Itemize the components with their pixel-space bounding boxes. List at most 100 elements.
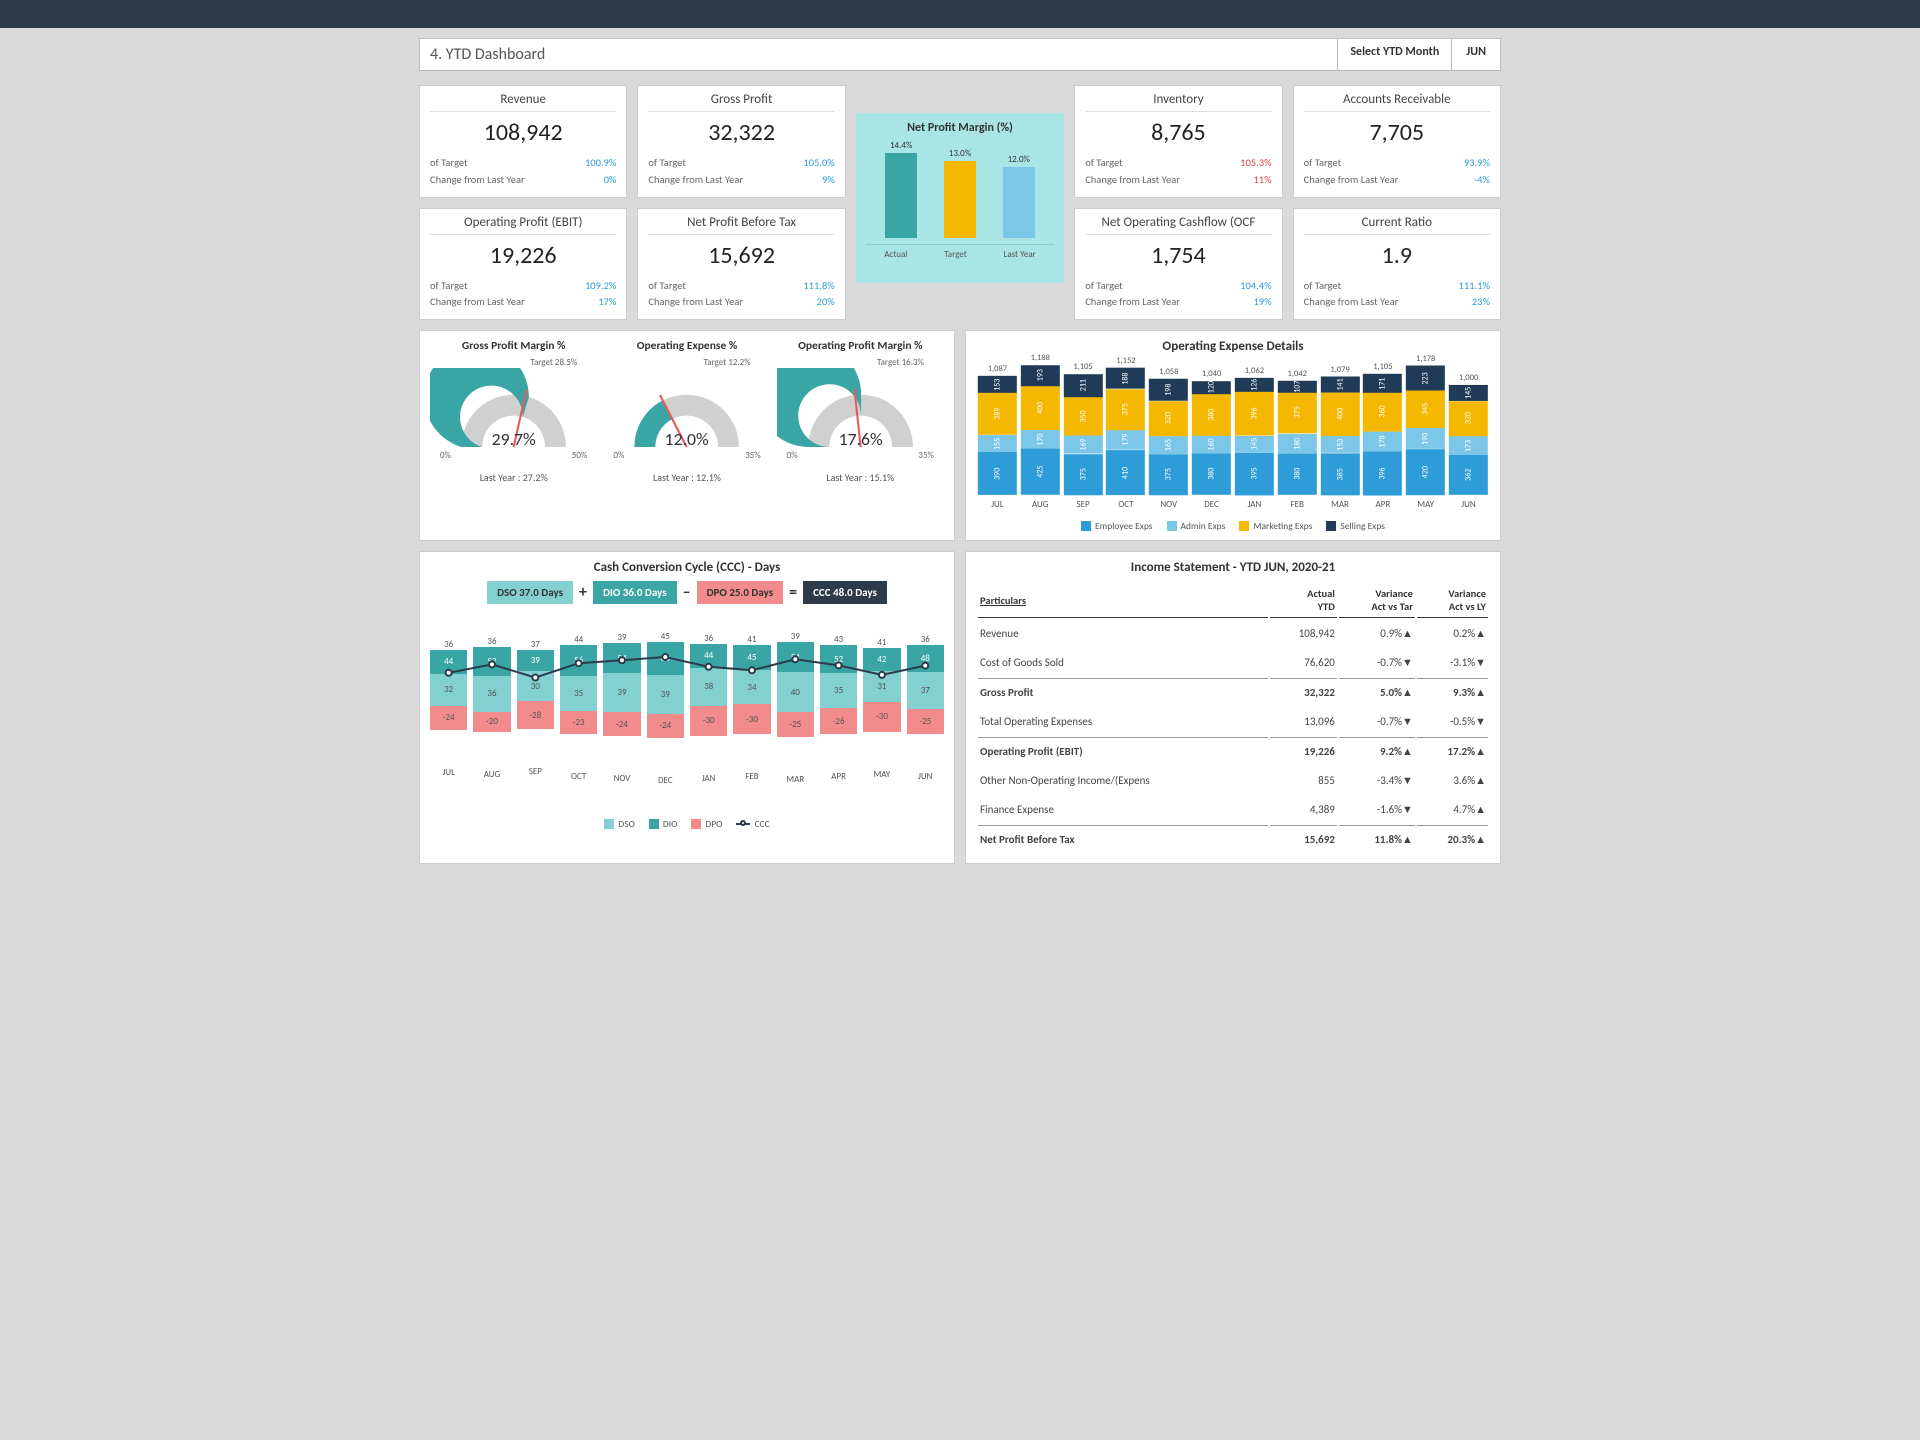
income-panel: Income Statement - YTD JUN, 2020-21 Part… [965, 551, 1501, 864]
opex-col: 1,152 410179375188 OCT [1106, 356, 1145, 510]
opex-seg: 141 [1321, 377, 1360, 393]
income-row: Gross Profit 32,322 5.0%▲ 9.3%▲ [978, 678, 1488, 706]
kpi-card: Gross Profit 32,322 of Target105.0% Chan… [637, 85, 845, 198]
legend-item: Selling Exps [1326, 520, 1385, 532]
opex-col: 1,062 395145396126 JAN [1235, 366, 1274, 510]
opex-seg: 223 [1406, 366, 1445, 391]
opex-panel: Operating Expense Details 1,087 39015538… [965, 330, 1501, 541]
legend-item: Admin Exps [1167, 520, 1226, 532]
opex-seg: 400 [1021, 386, 1060, 430]
legend-item: DSO [604, 818, 635, 830]
ccc-col: 39 54 39 -24 NOV [603, 632, 640, 736]
opex-seg: 198 [1149, 379, 1188, 401]
month-selector[interactable]: JUN [1451, 39, 1500, 70]
opex-seg: 380 [1278, 453, 1317, 495]
opex-col: 1,105 396178360171 APR [1363, 362, 1402, 511]
opex-seg: 169 [1064, 435, 1103, 454]
gauge: Operating Expense % Target 12.2% 12.0% 0… [603, 339, 770, 484]
opex-seg: 362 [1449, 455, 1488, 495]
ccc-op: + [579, 583, 587, 602]
opex-seg: 375 [1278, 392, 1317, 433]
kpi-value: 32,322 [648, 118, 834, 147]
top-bar [0, 0, 1920, 28]
npm-bar [885, 153, 917, 238]
opex-seg: 179 [1106, 430, 1145, 450]
kpi-grid: Revenue 108,942 of Target100.9% Change f… [419, 85, 1501, 320]
kpi-name: Accounts Receivable [1304, 92, 1490, 112]
kpi-value: 15,692 [648, 241, 834, 270]
opex-seg: 173 [1449, 436, 1488, 455]
kpi-card: Current Ratio 1.9 of Target111.1% Change… [1293, 208, 1501, 321]
npm-title: Net Profit Margin (%) [866, 121, 1054, 135]
opex-seg: 395 [1235, 452, 1274, 495]
opex-seg: 120 [1192, 381, 1231, 394]
gauges-panel: Gross Profit Margin % Target 28.5% 29.7%… [419, 330, 955, 541]
opex-seg: 380 [1192, 453, 1231, 495]
opex-seg: 153 [978, 376, 1017, 393]
ccc-col: 36 52 36 -20 AUG [473, 636, 510, 732]
income-row: Total Operating Expenses 13,096 -0.7%▼ -… [978, 708, 1488, 735]
opex-col: 1,079 385153400141 MAR [1321, 365, 1360, 511]
legend-item: Marketing Exps [1239, 520, 1312, 532]
ccc-op: – [683, 583, 691, 602]
kpi-name: Net Profit Before Tax [648, 215, 834, 235]
opex-seg: 396 [1235, 392, 1274, 436]
opex-seg: 188 [1106, 368, 1145, 389]
kpi-value: 1.9 [1304, 241, 1490, 270]
legend-item: DPO [691, 818, 722, 830]
kpi-name: Net Operating Cashflow (OCF [1085, 215, 1271, 235]
opex-seg: 155 [978, 435, 1017, 452]
kpi-card: Accounts Receivable 7,705 of Target93.9%… [1293, 85, 1501, 198]
ccc-col: 30 39 37 -28 SEP [517, 639, 554, 729]
gauge: Gross Profit Margin % Target 28.5% 29.7%… [430, 339, 597, 484]
income-th: Particulars [978, 583, 1268, 618]
opex-seg: 153 [1321, 436, 1360, 453]
opex-seg: 390 [978, 452, 1017, 495]
opex-seg: 375 [1149, 454, 1188, 495]
opex-seg: 190 [1406, 428, 1445, 449]
kpi-value: 1,754 [1085, 241, 1271, 270]
opex-seg: 193 [1021, 365, 1060, 386]
opex-col: 1,042 380180375107 FEB [1278, 369, 1317, 511]
ccc-box: DSO 37.0 Days [487, 581, 573, 604]
income-row: Operating Profit (EBIT) 19,226 9.2%▲ 17.… [978, 737, 1488, 765]
opex-seg: 385 [1321, 453, 1360, 495]
opex-col: 1,000 362173320145 JUN [1449, 373, 1488, 510]
opex-seg: 380 [1192, 394, 1231, 436]
opex-seg: 425 [1021, 448, 1060, 495]
ccc-col: 38 44 36 -30 JAN [690, 633, 727, 736]
opex-seg: 107 [1278, 381, 1317, 393]
income-row: Cost of Goods Sold 76,620 -0.7%▼ -3.1%▼ [978, 649, 1488, 676]
ccc-col: 35 56 44 -23 OCT [560, 634, 597, 734]
income-row: Revenue 108,942 0.9%▲ 0.2%▲ [978, 620, 1488, 647]
svg-text:29.7%: 29.7% [492, 428, 536, 450]
kpi-name: Current Ratio [1304, 215, 1490, 235]
bottom-panels: Cash Conversion Cycle (CCC) - Days DSO 3… [419, 551, 1501, 864]
npm-bar [1003, 167, 1035, 238]
opex-seg: 420 [1406, 449, 1445, 495]
opex-seg: 375 [1106, 389, 1145, 430]
kpi-name: Revenue [430, 92, 616, 112]
ccc-col: 34 45 41 -30 FEB [733, 634, 770, 734]
svg-text:12.0%: 12.0% [665, 428, 709, 450]
kpi-value: 108,942 [430, 118, 616, 147]
kpi-name: Inventory [1085, 92, 1271, 112]
opex-seg: 126 [1235, 378, 1274, 392]
kpi-value: 7,705 [1304, 118, 1490, 147]
opex-col: 1,058 375165320198 NOV [1149, 367, 1188, 510]
opex-seg: 389 [978, 392, 1017, 435]
opex-seg: 320 [1449, 401, 1488, 436]
income-title: Income Statement - YTD JUN, 2020-21 [976, 560, 1490, 575]
opex-seg: 145 [1449, 385, 1488, 401]
ccc-box: DIO 36.0 Days [593, 581, 677, 604]
opex-col: 1,040 380160380120 DEC [1192, 369, 1231, 510]
opex-seg: 320 [1149, 401, 1188, 436]
ccc-col: 39 60 45 -24 DEC [647, 631, 684, 738]
ccc-op: = [789, 583, 797, 602]
ccc-col: 37 48 36 -25 JUN [907, 634, 944, 733]
income-row: Net Profit Before Tax 15,692 11.8%▲ 20.3… [978, 825, 1488, 853]
kpi-value: 19,226 [430, 241, 616, 270]
income-table: ParticularsActualYTDVarianceAct vs TarVa… [976, 581, 1490, 855]
kpi-value: 8,765 [1085, 118, 1271, 147]
ccc-col: 35 52 43 -26 APR [820, 634, 857, 735]
